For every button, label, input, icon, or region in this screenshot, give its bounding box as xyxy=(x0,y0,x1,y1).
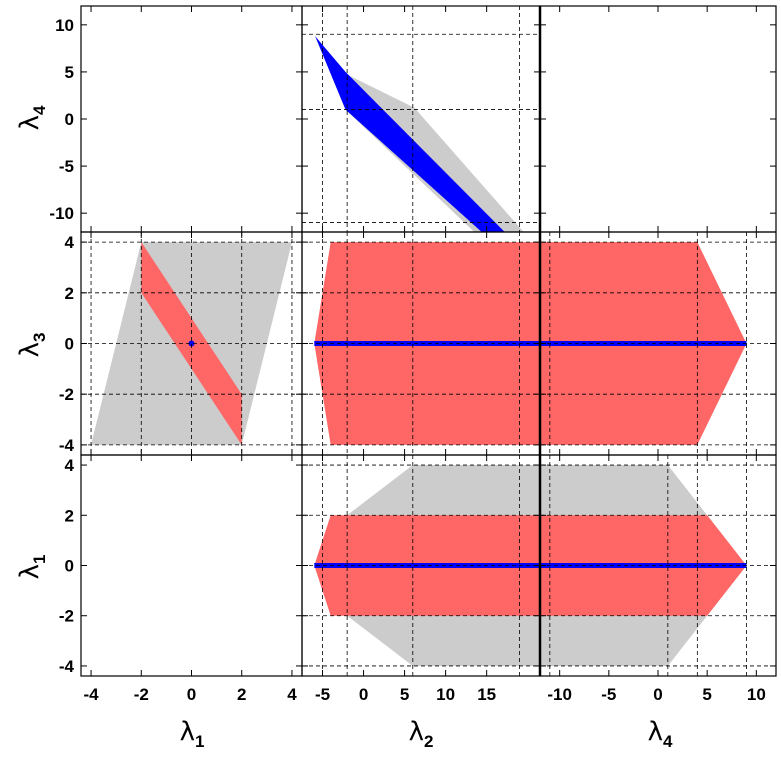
panel-r0-c1 xyxy=(301,5,541,233)
panel-r1-c1 xyxy=(301,231,541,456)
y-tick-label: 0 xyxy=(65,110,74,129)
tick-labels-layer: -4 -2 0 2 4 -5 0 5 10 15 -10 -5 0 5 10 10 5 0 -5 -10 4 2 0 -2 -4… xyxy=(49,16,765,704)
x-tick-label: -2 xyxy=(134,685,149,704)
x-tick-label: -5 xyxy=(601,685,616,704)
x-tick-label: 5 xyxy=(702,685,711,704)
gray-region xyxy=(315,36,524,232)
svg-text:λ4: λ4 xyxy=(15,105,49,130)
y-tick-label: -5 xyxy=(59,157,74,176)
y-tick-label: 4 xyxy=(65,233,75,252)
svg-text:λ3: λ3 xyxy=(15,333,49,358)
xlabel-lambda1: λ1 xyxy=(180,717,205,751)
x-tick-label: 10 xyxy=(436,685,455,704)
panel-r0-c2 xyxy=(539,5,777,233)
y-tick-label: 0 xyxy=(65,335,74,354)
panel-frame xyxy=(539,5,777,233)
panel-r0-c0 xyxy=(80,5,303,233)
ylabel-lambda3: λ3 xyxy=(15,333,49,358)
panel-frame xyxy=(80,454,303,677)
panels-layer xyxy=(80,5,777,677)
y-tick-label: 4 xyxy=(65,456,75,475)
panel-frame xyxy=(80,5,303,233)
panel-r1-c0 xyxy=(80,231,303,456)
y-tick-label: -2 xyxy=(59,385,74,404)
x-tick-label: 15 xyxy=(477,685,496,704)
svg-text:λ1: λ1 xyxy=(15,555,49,580)
x-tick-label: 0 xyxy=(359,685,368,704)
xlabel-lambda2: λ2 xyxy=(409,717,434,751)
x-tick-label: 2 xyxy=(237,685,246,704)
x-tick-label: 0 xyxy=(653,685,662,704)
x-tick-label: -4 xyxy=(83,685,99,704)
ylabel-lambda1: λ1 xyxy=(15,555,49,580)
x-tick-label: -10 xyxy=(547,685,572,704)
y-tick-label: -4 xyxy=(59,657,75,676)
x-tick-label: -5 xyxy=(315,685,330,704)
x-tick-label: 5 xyxy=(400,685,409,704)
y-tick-label: -4 xyxy=(59,436,75,455)
y-tick-label: 10 xyxy=(55,16,74,35)
panel-r1-c2 xyxy=(539,231,777,456)
x-tick-label: 4 xyxy=(287,685,297,704)
y-tick-label: 2 xyxy=(65,506,74,525)
y-tick-label: 0 xyxy=(65,557,74,576)
y-tick-label: -10 xyxy=(49,204,74,223)
y-tick-label: 2 xyxy=(65,284,74,303)
y-tick-label: -2 xyxy=(59,607,74,626)
y-tick-label: 5 xyxy=(65,63,74,82)
panel-r2-c0 xyxy=(80,454,303,677)
x-tick-label: 0 xyxy=(187,685,196,704)
xlabel-lambda4: λ4 xyxy=(648,717,673,751)
panel-r2-c1 xyxy=(301,454,541,677)
x-tick-label: 10 xyxy=(747,685,766,704)
panel-r2-c2 xyxy=(539,454,777,677)
ylabel-lambda4: λ4 xyxy=(15,105,49,130)
blue-point xyxy=(188,340,195,347)
